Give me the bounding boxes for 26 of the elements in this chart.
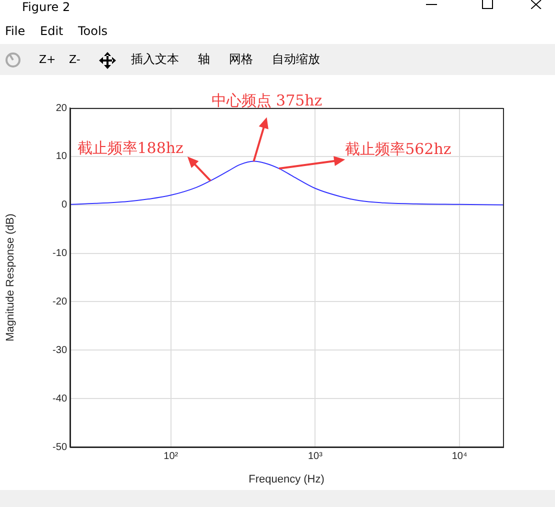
text: Tools (78, 24, 108, 38)
text: Edit (40, 24, 64, 38)
x-tick-label: 10⁴ (452, 450, 468, 462)
y-tick-label: -30 (52, 344, 68, 356)
text: 插入文本 (131, 52, 179, 66)
text: 网格 (229, 52, 253, 66)
y-tick-label: -50 (52, 442, 68, 453)
text: 轴 (198, 52, 210, 66)
annotation: 截止频率188hz (77, 139, 184, 158)
text: Z- (69, 53, 80, 67)
annotation: 中心频点 375hz (211, 92, 322, 110)
x-tick-label: 10³ (308, 450, 324, 462)
y-tick-label: -10 (52, 248, 68, 260)
y-axis-title: Magnitude Response (dB) (4, 214, 17, 342)
annotation: 截止频率562hz (345, 140, 452, 158)
y-tick-label: -20 (52, 296, 68, 308)
x-tick-label: 10² (164, 450, 179, 462)
x-axis-title: Frequency (Hz) (248, 473, 324, 486)
text: 自动缩放 (272, 52, 320, 66)
y-tick-label: 10 (56, 151, 68, 162)
caption: Figure 2 (22, 0, 70, 14)
y-tick-label: -40 (52, 393, 68, 404)
y-tick-label: 20 (56, 102, 68, 114)
y-tick-label: 0 (61, 200, 68, 211)
text: Z+ (39, 53, 56, 67)
text: File (5, 24, 26, 38)
